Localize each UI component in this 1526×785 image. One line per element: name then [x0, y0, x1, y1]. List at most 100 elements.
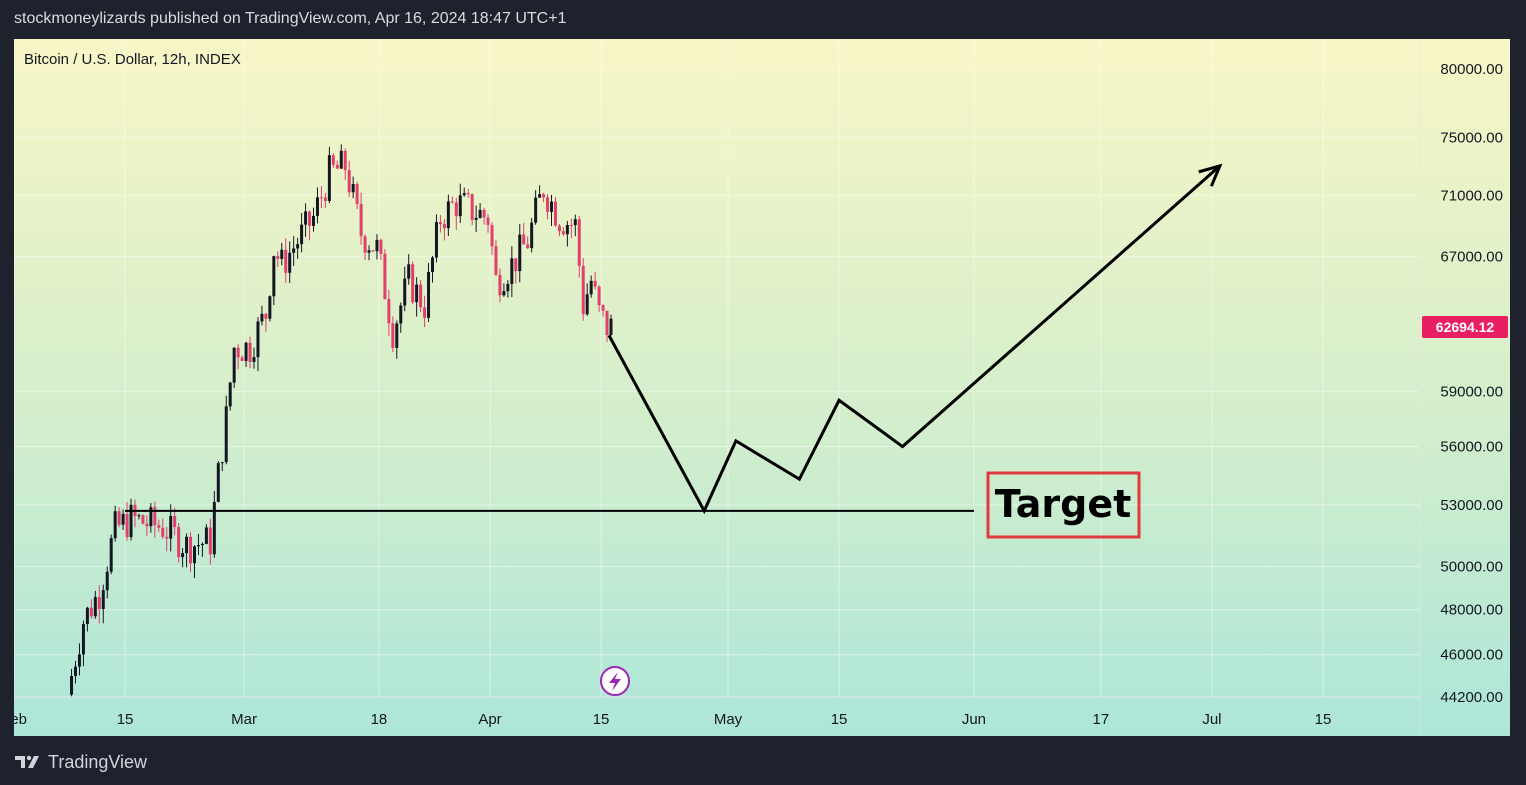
candle-body — [478, 209, 482, 218]
last-price-tag: 62694.12 — [1422, 316, 1508, 339]
y-tick-label: 71000.00 — [1440, 187, 1503, 204]
candle-body — [470, 194, 474, 220]
footer-brand: TradingView — [48, 751, 148, 772]
candle-body — [561, 231, 565, 235]
y-tick-label: 48000.00 — [1440, 602, 1503, 619]
x-tick-label: 18 — [371, 711, 388, 728]
candle-body — [169, 515, 173, 539]
candle-body — [149, 507, 153, 527]
candle-body — [351, 184, 355, 193]
candle-body — [553, 201, 557, 226]
candle-body — [208, 527, 212, 555]
candle-body — [236, 347, 240, 358]
candle-body — [371, 250, 375, 252]
candle-body — [315, 197, 319, 216]
candle-body — [450, 201, 454, 203]
candle-body — [454, 202, 458, 217]
candle-body — [323, 197, 327, 201]
candle-body — [300, 224, 304, 245]
candle-body — [292, 248, 296, 253]
candle-body — [240, 357, 244, 361]
candle-body — [502, 291, 506, 296]
candle-body — [423, 307, 427, 318]
price-chart[interactable]: 80000.00 75000.00 71000.00 67000.00 59000.00… — [14, 39, 1510, 736]
candle-body — [196, 545, 200, 547]
y-tick-label: 80000.00 — [1440, 61, 1503, 78]
time-axis[interactable]: Feb 15 Mar 18 Apr 15 May 15 Jun 17 Jul 15 — [14, 711, 1331, 728]
candle-body — [125, 513, 129, 538]
candle-body — [359, 203, 363, 237]
candle-body — [264, 313, 268, 319]
candle-body — [419, 284, 423, 308]
candle-body — [375, 239, 379, 252]
projection-path[interactable] — [607, 164, 1221, 515]
target-annotation[interactable]: Target — [986, 471, 1141, 539]
candle-body — [189, 536, 193, 564]
candle-body — [581, 265, 585, 315]
candle-body — [347, 170, 351, 193]
candle-body — [589, 280, 593, 295]
y-tick-label: 53000.00 — [1440, 497, 1503, 514]
candle-body — [577, 219, 581, 266]
x-tick-label: Feb — [14, 711, 27, 728]
projection-arrowhead — [1198, 163, 1223, 187]
candle-body — [260, 313, 264, 322]
candle-body — [137, 515, 141, 517]
candle-body — [113, 511, 117, 539]
candle-body — [407, 264, 411, 279]
candle-body — [415, 284, 419, 303]
candle-body — [153, 507, 157, 526]
candle-body — [542, 194, 546, 198]
candle-body — [585, 294, 589, 315]
candle-body — [514, 258, 518, 272]
candle-body — [173, 515, 177, 528]
chart-title: Bitcoin / U.S. Dollar, 12h, INDEX — [24, 51, 241, 68]
x-tick-label: 15 — [593, 711, 610, 728]
candle-body — [434, 222, 438, 258]
candle-body — [486, 217, 490, 226]
candle-body — [363, 236, 367, 253]
candle-body — [510, 258, 514, 284]
x-tick-label: Apr — [478, 711, 501, 728]
candle-body — [474, 217, 478, 220]
candle-body — [109, 538, 113, 572]
candle-body — [97, 597, 101, 610]
candle-body — [399, 305, 403, 324]
candle-body — [268, 296, 272, 319]
candle-body — [597, 286, 601, 306]
drawings — [125, 163, 1223, 515]
candle-body — [526, 244, 530, 249]
candle-body — [244, 342, 248, 361]
x-tick-label: Jul — [1202, 711, 1221, 728]
candle-body — [518, 234, 522, 272]
candle-body — [280, 249, 284, 259]
candle-body — [482, 209, 486, 218]
candle-body — [546, 197, 550, 212]
candle-body — [181, 553, 185, 558]
candle-body — [565, 224, 569, 235]
candle-body — [141, 515, 145, 524]
candle-body — [569, 224, 573, 226]
candle-body — [93, 597, 97, 617]
candle-body — [248, 342, 252, 362]
candle-body — [438, 222, 442, 225]
candle-body — [550, 201, 553, 212]
candle-body — [383, 253, 387, 300]
candle-body — [391, 323, 395, 348]
price-axis[interactable]: 80000.00 75000.00 71000.00 67000.00 59000.00… — [1440, 61, 1503, 706]
x-tick-label: 15 — [1315, 711, 1332, 728]
candle-body — [573, 219, 577, 226]
candle-body — [101, 590, 105, 610]
y-tick-label: 50000.00 — [1440, 558, 1503, 575]
candle-body — [296, 244, 300, 249]
tradingview-logo-icon — [15, 755, 39, 768]
chart-area[interactable]: 80000.00 75000.00 71000.00 67000.00 59000.00… — [14, 39, 1510, 736]
y-tick-label: 46000.00 — [1440, 647, 1503, 664]
x-tick-label: Jun — [962, 711, 986, 728]
footer: TradingView — [14, 750, 147, 774]
candle-body — [458, 195, 462, 217]
lightning-icon[interactable] — [600, 666, 630, 696]
candle-body — [442, 224, 446, 229]
candle-body — [490, 225, 494, 247]
candle-body — [387, 299, 391, 324]
